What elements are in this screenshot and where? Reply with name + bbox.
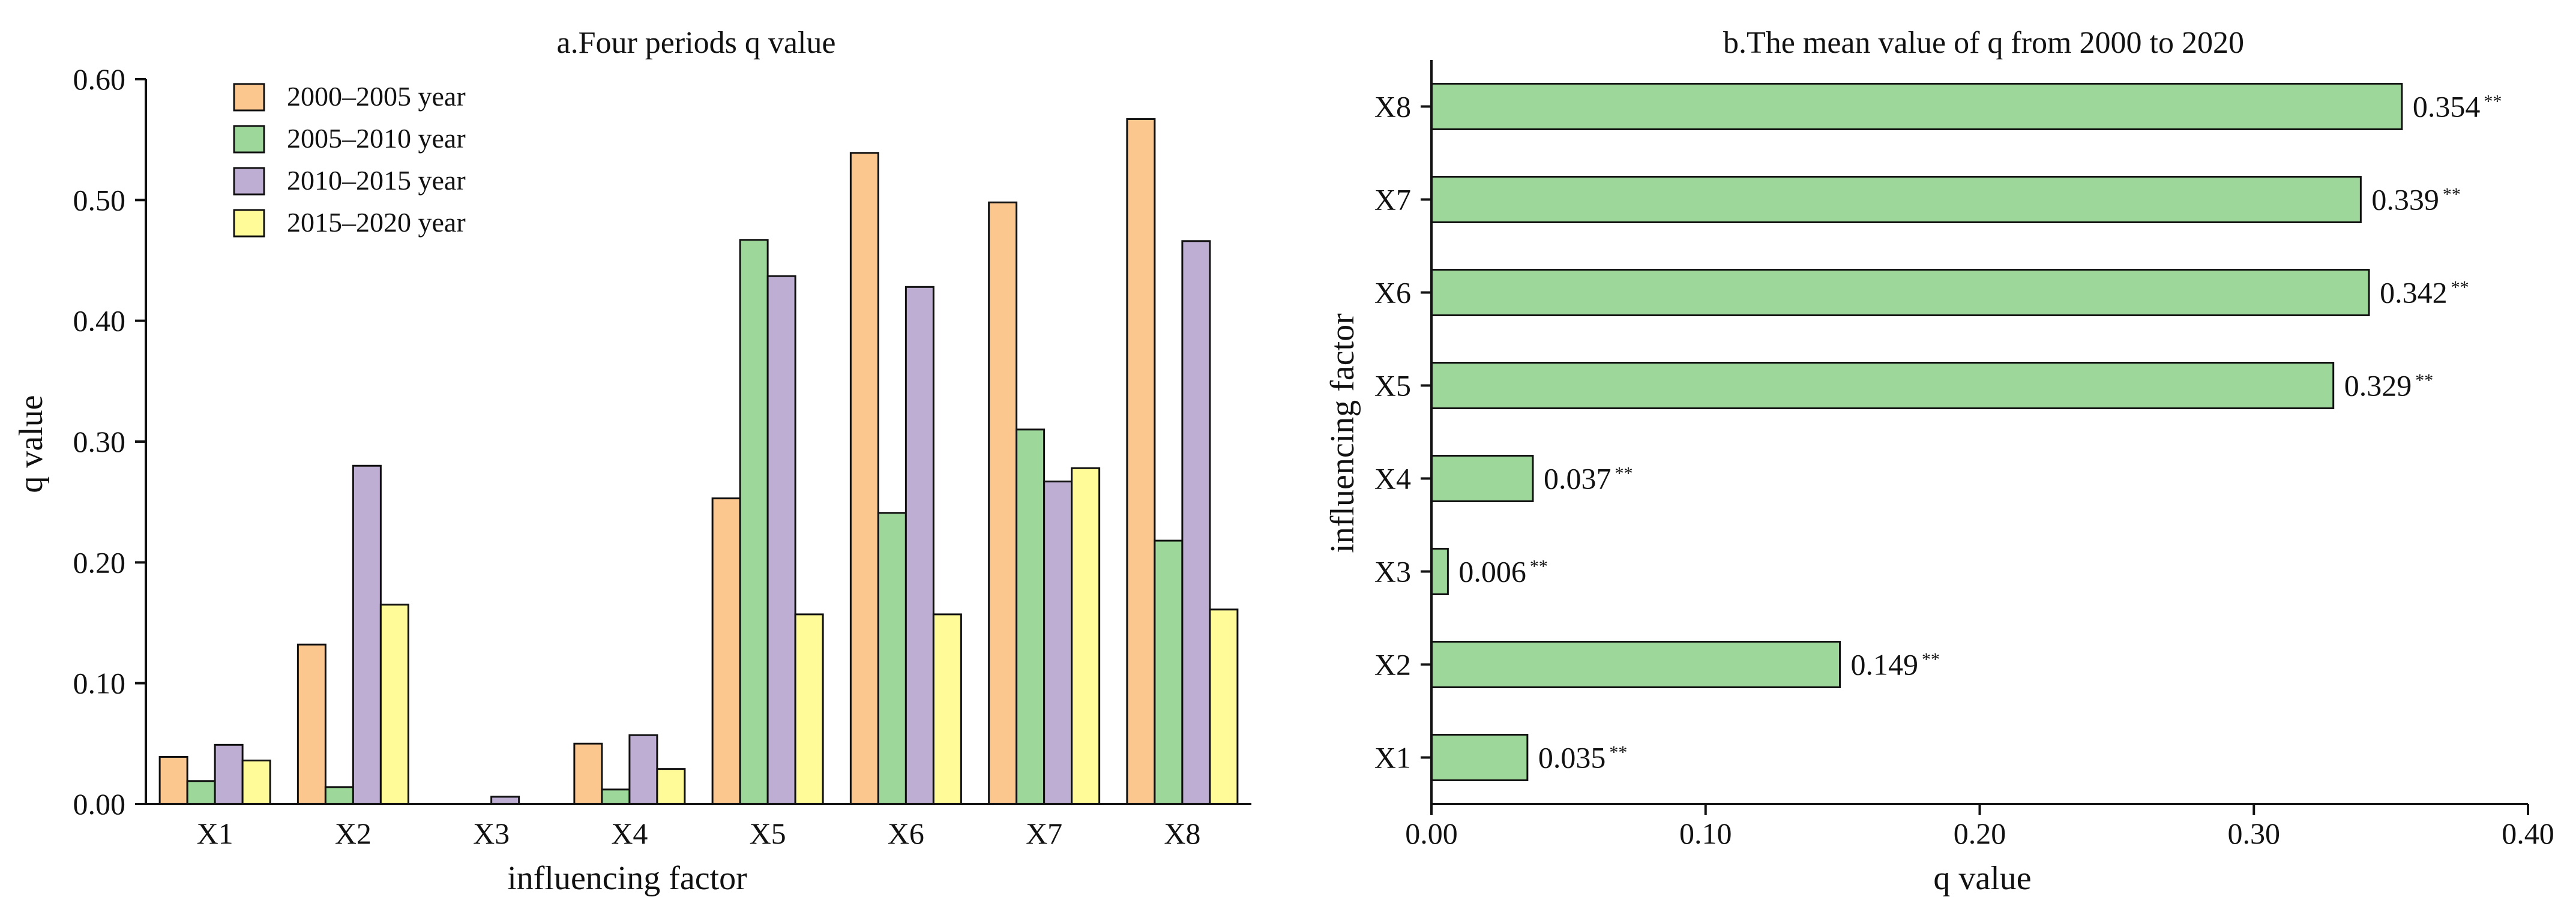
bar-x1-series-3 — [214, 743, 244, 805]
bar-x7-series-3 — [1043, 480, 1073, 805]
panel-a-x-tick-label: X5 — [750, 817, 786, 850]
panel-a-y-axis-label: q value — [13, 395, 50, 493]
bar-x4-series-1 — [573, 742, 603, 805]
bar-x5-series-2 — [739, 239, 769, 805]
panel-a-x-tick-label: X2 — [335, 817, 372, 850]
hbar-x2 — [1430, 641, 1841, 688]
panel-b-x-tick-label: 0.00 — [1405, 817, 1458, 850]
bar-x5-series-3 — [766, 275, 796, 805]
bar-x1-series-2 — [186, 780, 216, 805]
panel-a-y-tick-label: 0.50 — [73, 183, 126, 217]
bar-x6-series-4 — [932, 613, 962, 805]
bar-x6-series-2 — [877, 512, 907, 805]
legend-label-series-4: 2015–2020 year — [287, 207, 466, 238]
panel-b-axes — [1430, 60, 2528, 805]
value-label-x8: 0.354 ** — [2413, 90, 2502, 124]
bar-x7-series-1 — [988, 201, 1018, 805]
panel-a-x-axis-label: influencing factor — [507, 860, 747, 897]
panel-b-chart: b.The mean value of q from 2000 to 2020 … — [1324, 26, 2554, 897]
panel-a-x-tick-label: X1 — [197, 817, 233, 850]
bar-x5-series-1 — [711, 497, 741, 805]
bar-x7-series-2 — [1016, 428, 1046, 805]
bar-x8-series-2 — [1154, 539, 1184, 805]
hbar-x8 — [1430, 83, 2403, 130]
value-label-x7: 0.339 ** — [2371, 183, 2461, 217]
panel-a-y-tick-label: 0.40 — [73, 304, 126, 338]
bar-x6-series-3 — [904, 286, 934, 805]
bar-x2-series-4 — [379, 604, 409, 805]
hbar-x1 — [1430, 734, 1529, 781]
panel-a-y-tick-label: 0.30 — [73, 425, 126, 458]
value-label-x4: 0.037 ** — [1544, 462, 1633, 496]
legend-swatch-series-4 — [233, 209, 265, 238]
panel-b-x-tick-label: 0.20 — [1954, 817, 2006, 850]
panel-a-y-tick-label: 0.60 — [73, 62, 126, 96]
hbar-x4 — [1430, 455, 1534, 502]
panel-b-y-tick-label: X6 — [1374, 276, 1411, 310]
bar-x6-series-1 — [849, 152, 879, 805]
bar-x8-series-3 — [1181, 240, 1211, 805]
panel-b-y-tick-label: X5 — [1374, 369, 1411, 403]
bar-x4-series-3 — [628, 734, 658, 805]
bar-x8-series-1 — [1126, 118, 1156, 805]
legend-label-series-2: 2005–2010 year — [287, 123, 466, 154]
panel-b-y-tick-label: X1 — [1374, 741, 1411, 775]
legend-swatch-series-1 — [233, 83, 265, 112]
panel-a-y-tick-label: 0.10 — [73, 667, 126, 700]
panel-b-y-tick-label: X7 — [1374, 183, 1411, 217]
panel-a-x-tick-label: X4 — [611, 817, 648, 850]
hbar-x3 — [1430, 548, 1449, 595]
value-label-x2: 0.149 ** — [1851, 648, 1940, 682]
panel-a-chart: a.Four periods q value influencing facto… — [13, 26, 1251, 897]
panel-b-y-tick-label: X2 — [1374, 648, 1411, 682]
panel-a-x-tick-label: X7 — [1026, 817, 1062, 850]
panel-b-x-axis-label: q value — [1933, 860, 2031, 897]
panel-b-y-tick-label: X8 — [1374, 90, 1411, 124]
panel-a-axes — [145, 79, 1251, 805]
value-label-x3: 0.006 ** — [1458, 555, 1548, 589]
value-label-x6: 0.342 ** — [2380, 276, 2469, 310]
bar-x5-series-4 — [794, 613, 824, 805]
hbar-x6 — [1430, 269, 2370, 316]
bar-x2-series-3 — [352, 464, 382, 805]
bar-x8-series-4 — [1209, 608, 1239, 805]
panel-a-x-tick-label: X6 — [888, 817, 924, 850]
hbar-x5 — [1430, 362, 2335, 409]
panel-b-x-tick-label: 0.40 — [2502, 817, 2554, 850]
panel-a-x-tick-label: X8 — [1164, 817, 1200, 850]
value-label-x5: 0.329 ** — [2344, 369, 2434, 403]
bar-x2-series-1 — [296, 643, 327, 805]
legend-label-series-3: 2010–2015 year — [287, 165, 466, 196]
bar-x7-series-4 — [1071, 467, 1101, 805]
panel-b-y-tick-label: X4 — [1374, 462, 1411, 496]
panel-a-y-tick-label: 0.20 — [73, 545, 126, 579]
panel-a-title: a.Four periods q value — [556, 26, 835, 60]
panel-b-x-tick-label: 0.10 — [1679, 817, 1732, 850]
panel-b-title: b.The mean value of q from 2000 to 2020 — [1723, 26, 2244, 60]
panel-a-x-tick-label: X3 — [473, 817, 510, 850]
legend-label-series-1: 2000–2005 year — [287, 81, 466, 112]
bar-x2-series-2 — [324, 786, 354, 805]
bar-x4-series-2 — [601, 788, 631, 805]
panel-b-y-axis-label: influencing factor — [1324, 313, 1361, 553]
legend-swatch-series-3 — [233, 167, 265, 196]
hbar-x7 — [1430, 176, 2362, 223]
bar-x1-series-4 — [241, 760, 271, 805]
legend-swatch-series-2 — [233, 125, 265, 154]
panel-b-y-tick-label: X3 — [1374, 555, 1411, 589]
bar-x1-series-1 — [158, 755, 188, 805]
bar-x4-series-4 — [656, 768, 686, 805]
value-label-x1: 0.035 ** — [1538, 741, 1628, 775]
panel-a-y-tick-label: 0.00 — [73, 787, 126, 821]
panel-b-x-tick-label: 0.30 — [2228, 817, 2281, 850]
